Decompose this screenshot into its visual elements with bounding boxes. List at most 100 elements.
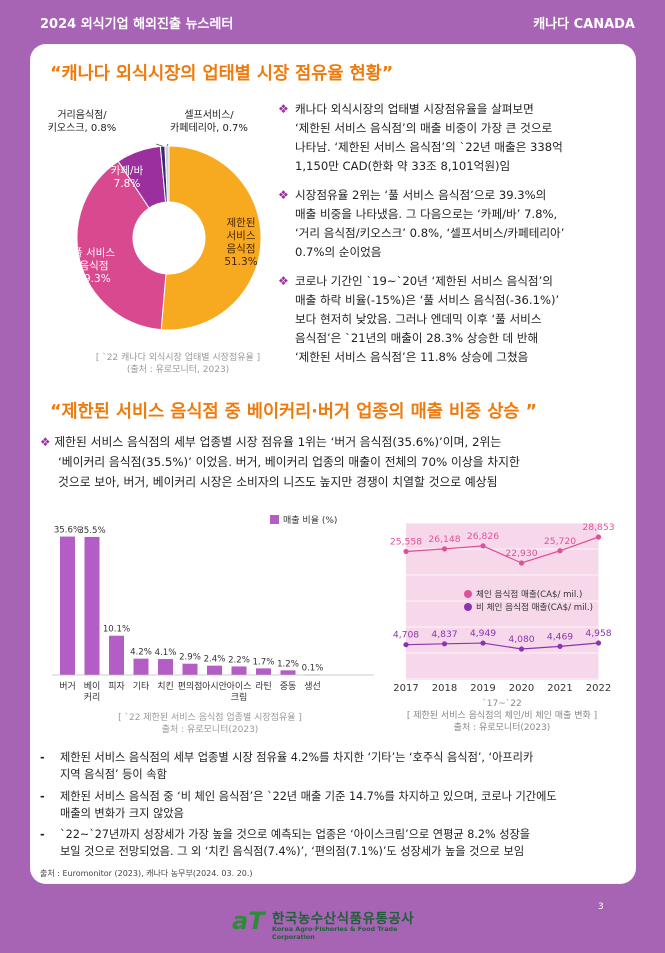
data-point [595,534,602,540]
bullet-line: ❖ 캐나다 외식시장의 업태별 시장점유율을 살펴보면 [278,100,618,119]
note-line: 매출의 변화가 크지 않았음 [60,807,184,820]
bullet-line: ‘제한된 서비스 음식점’은 11.8% 상승에 그쳤음 [278,348,618,367]
bullet-text: ‘제한된 서비스 음식점’의 매출 비중이 가장 큰 것으로 [295,121,553,135]
logo-korean-name: 한국농수산식품유통공사 [272,911,415,927]
pie-caption: [ `22 캐나다 외식시장 업태별 시장점유율 ] (출처 : 유로모니터, … [88,352,268,376]
pie-slice [160,145,262,331]
bullet-text: 코로나 기간인 `19~`20년 ‘제한된 서비스 음식점’의 [295,274,553,288]
bar-category-label: 중동 [280,681,297,692]
bullet-text: ‘거리 음식점/키오스크’ 0.8%, ‘셀프서비스/카페테리아’ [295,226,565,240]
x-tick-label: 2017 [393,683,418,694]
bar-value-label: 1.7% [253,657,275,667]
bullet-line: ❖ 시장점유율 2위는 ‘풀 서비스 음식점’으로 39.3%의 [278,186,618,205]
x-tick-label: 2021 [547,683,572,694]
bullet-text: 나타남. ‘제한된 서비스 음식점’의 `22년 매출은 338억 [295,140,563,154]
section1-title: “캐나다 외식시장의 업태별 시장 점유율 현황” [50,64,394,84]
bar-chart: 매출 비율 (%) 35.6% 버거 35.5% 베이커리 10.1% 피자 4.2% 기타 4.… [52,505,374,705]
data-label: 28,853 [582,522,614,533]
section1-bullet: ❖ 캐나다 외식시장의 업태별 시장점유율을 살펴보면 ‘제한된 서비스 음식점’의… [278,100,618,176]
data-point [480,543,486,549]
bullet-line: 1,150만 CAD(한화 약 33조 8,101억원)임 [278,157,618,176]
paragraph-line: ‘베이커리 음식점(35.5%)’ 이었음. 버거, 베이커리 업종의 매출이 … [58,455,520,469]
logo-english-name: Korea Agro-Fisheries & Food Trade Corpor… [272,925,398,941]
pie-outer-label: 키오스크, 0.8% [48,122,117,134]
bar [60,536,75,675]
bullet-line: 나타남. ‘제한된 서비스 음식점’의 `22년 매출은 338억 [278,138,618,157]
section2-paragraph: ❖ 제한된 서비스 음식점의 세부 업종별 시장 점유율 1위는 ‘버거 음식점… [40,432,610,492]
logo-mark-text: aT [232,907,266,933]
bar-value-label: 0.1% [302,664,324,674]
bar [280,670,296,675]
bar-category-label: 편의점 [178,680,203,692]
country-label: 캐나다 CANADA [533,17,635,32]
bar-value-label: 4.2% [130,648,152,658]
data-label: 4,958 [585,628,611,639]
x-tick-label: 2018 [432,683,457,694]
bullet-line: 보다 현저히 낮았음. 그러나 엔데믹 이후 ‘풀 서비스 [278,310,618,329]
bar-caption: [ `22 제한된 서비스 음식점 업종별 시장점유율 ] 출처 : 유로모니터… [80,712,340,736]
bar [182,663,198,675]
top-header: 2024 외식기업 해외진출 뉴스레터 캐나다 CANADA [0,0,665,46]
x-tick-label: 2022 [586,683,611,694]
bar [256,668,271,675]
data-label: 26,148 [428,534,460,545]
bullet-text: 보다 현저히 낮았음. 그러나 엔데믹 이후 ‘풀 서비스 [295,312,542,326]
bar-category-label: 크림 [231,691,248,703]
at-logo-icon: aT [232,907,266,933]
note-line: `22~`27년까지 성장세가 가장 높을 것으로 예측되는 업종은 ‘아이스크… [60,828,531,841]
legend-swatch [270,515,279,524]
pie-label: 제한된 [227,217,256,229]
bullet-line: ‘거리 음식점/키오스크’ 0.8%, ‘셀프서비스/카페테리아’ [278,224,618,243]
bar-value-label: 10.1% [103,625,130,635]
bullet-line: ❖ 코로나 기간인 `19~`20년 ‘제한된 서비스 음식점’의 [278,272,618,291]
data-label: 26,826 [467,531,499,542]
bar-value-label: 2.4% [204,655,226,665]
data-label: 22,930 [505,548,537,559]
section1-bullet: ❖ 코로나 기간인 `19~`20년 ‘제한된 서비스 음식점’의 매출 하락 비율… [278,272,618,367]
line-caption-title: [ 제한된 서비스 음식점의 체인/비 체인 매출 변화 ] [406,711,598,721]
pie-label: 카페/바 [111,165,144,177]
line-caption: `17~`22 [ 제한된 서비스 음식점의 체인/비 체인 매출 변화 ] 출… [388,698,616,734]
bar-category-label: 버거 [59,681,76,692]
pie-label: 51.3% [224,256,257,268]
bar-caption-title: [ `22 제한된 서비스 음식점 업종별 시장점유율 ] [118,713,302,723]
pie-caption-source: (출처 : 유로모니터, 2023) [126,365,230,375]
x-tick-label: 2019 [470,683,495,694]
bar [231,666,247,675]
section2-title: “제한된 서비스 음식점 중 베이커리·버거 업종의 매출 비중 상승 ” [50,402,537,422]
pie-label: 7.8% [114,178,141,190]
newsletter-title: 2024 외식기업 해외진출 뉴스레터 [40,17,234,32]
data-point [518,560,525,566]
legend-label: 비 체인 음식점 매출(CA$/ mil.) [476,601,593,613]
pie-caption-title: [ `22 캐나다 외식시장 업태별 시장점유율 ] [95,353,261,363]
bullet-text: 시장점유율 2위는 ‘풀 서비스 음식점’으로 39.3%의 [295,188,547,202]
bar-value-label: 2.9% [179,653,201,663]
data-label: 4,837 [431,629,457,640]
bullet-line: 음식점’은 `21년의 매출이 28.3% 상승한 데 반해 [278,329,618,348]
data-point [557,548,563,554]
bullet-line: 0.7%의 순이었음 [278,243,618,262]
pie-outer-label: 거리음식점/ [57,109,107,121]
pie-label: 서비스 [227,230,256,242]
dash-icon: - [40,790,45,803]
paragraph-line: 것으로 보아, 버거, 베이커리 시장은 소비자의 니즈도 높지만 경쟁이 치열… [58,475,498,489]
page-number: 3 [598,902,604,912]
line-chart: 25,558 26,148 26,826 22,930 25,720 28,853 체인 음… [386,515,616,700]
bar-category-label: 생선 [304,681,321,692]
legend-marker [464,590,472,598]
bar-category-label: 피자 [108,681,125,692]
pie-label: 39.3% [77,273,110,285]
data-point [518,646,525,652]
logo: aT 한국농수산식품유통공사 Korea Agro-Fisheries & Fo… [232,907,442,941]
data-point [480,640,486,646]
data-point [441,546,448,552]
note-line: 보일 것으로 전망되었음. 그 외 ‘치킨 음식점(7.4%)’, ‘편의점(7… [60,845,525,858]
legend-label: 매출 비율 (%) [283,515,337,526]
legend-marker [464,603,472,611]
bar [158,659,173,675]
bullet-text: ‘제한된 서비스 음식점’은 11.8% 상승에 그쳤음 [295,350,529,364]
bar [133,658,149,675]
bullet-text: 매출 비중을 나타냈음. 그 다음으로는 ‘카페/바’ 7.8%, [295,207,558,221]
data-point [403,642,409,648]
